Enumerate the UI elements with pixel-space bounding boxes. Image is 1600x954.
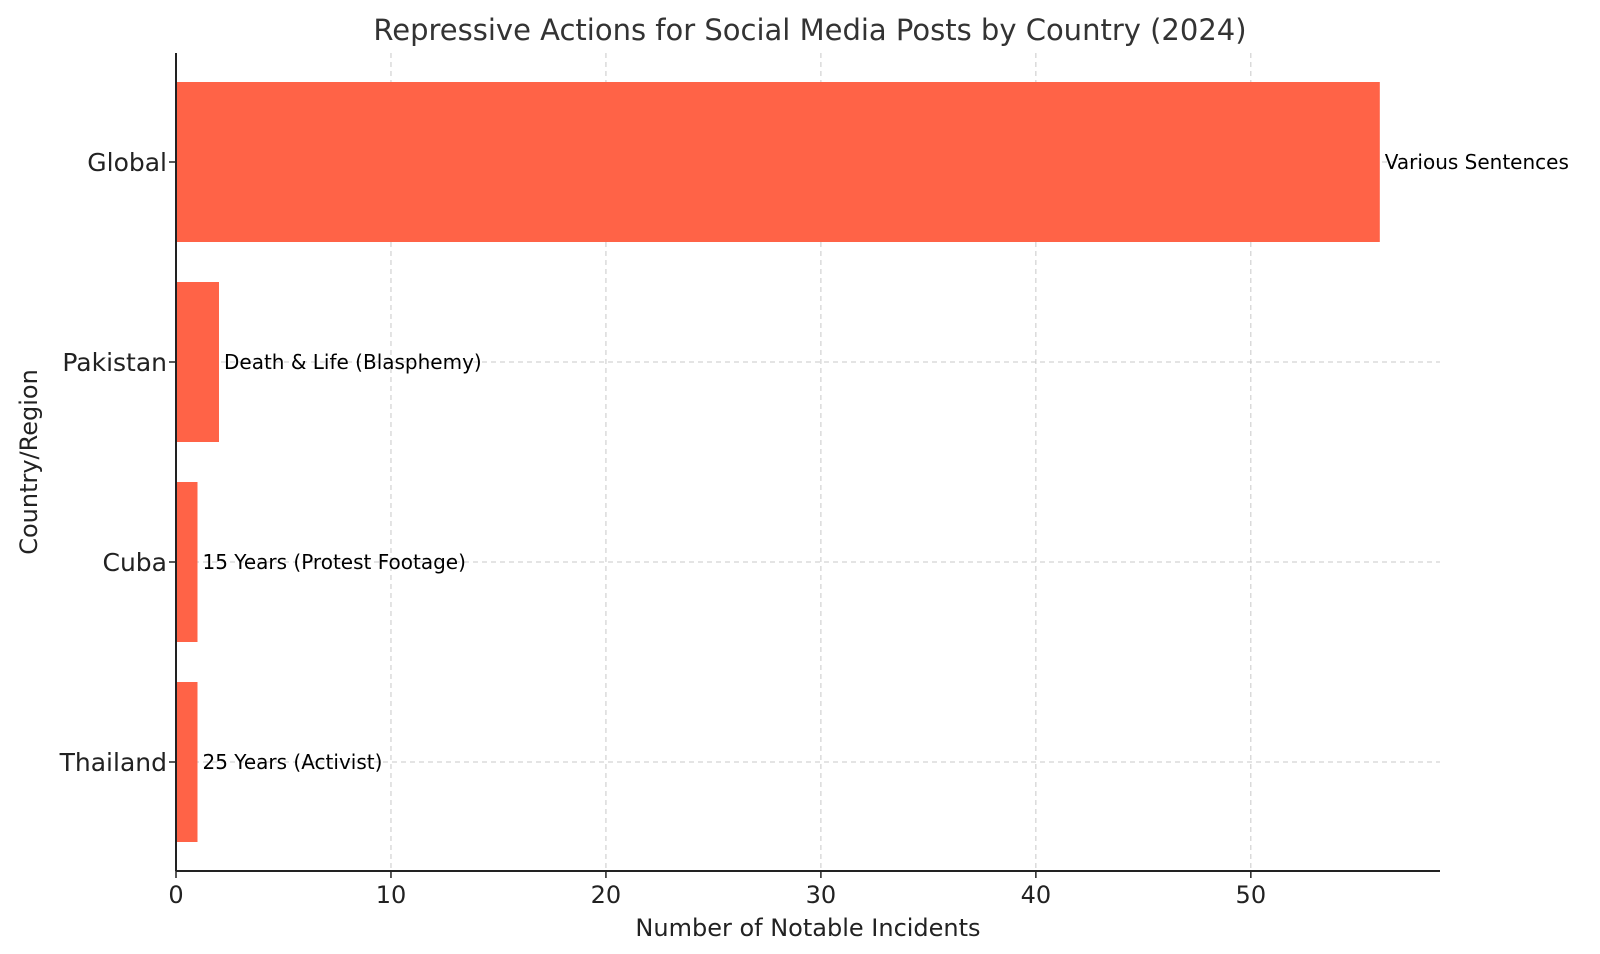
y-tick-label: Pakistan — [62, 348, 167, 377]
x-tick-label: 30 — [806, 881, 837, 909]
y-axis-label: Country/Region — [15, 369, 43, 555]
bar — [176, 482, 198, 642]
bar-data-label: Death & Life (Blasphemy) — [224, 350, 482, 374]
y-tick-label: Cuba — [103, 548, 168, 577]
x-tick-label: 20 — [591, 881, 622, 909]
y-tick-label: Global — [87, 148, 167, 177]
bar — [176, 282, 219, 442]
bar — [176, 82, 1380, 242]
bar-data-label: 25 Years (Activist) — [202, 750, 382, 774]
bar-data-label: Various Sentences — [1385, 150, 1569, 174]
bar — [176, 682, 198, 842]
y-tick-label: Thailand — [59, 748, 167, 777]
x-axis-label: Number of Notable Incidents — [635, 914, 980, 942]
x-tick-label: 10 — [376, 881, 407, 909]
ticks-layer: 0 10 20 30 40 50 Global Pakistan Cuba Thailand — [59, 148, 1266, 909]
x-tick-label: 50 — [1236, 881, 1267, 909]
chart-title: Repressive Actions for Social Media Post… — [373, 13, 1246, 47]
bar-data-label: 15 Years (Protest Footage) — [202, 550, 465, 574]
x-tick-label: 40 — [1021, 881, 1052, 909]
axes-layer — [175, 53, 1440, 872]
bars-layer: Various Sentences Death & Life (Blasphemy… — [176, 82, 1569, 842]
x-tick-label: 0 — [168, 881, 183, 909]
